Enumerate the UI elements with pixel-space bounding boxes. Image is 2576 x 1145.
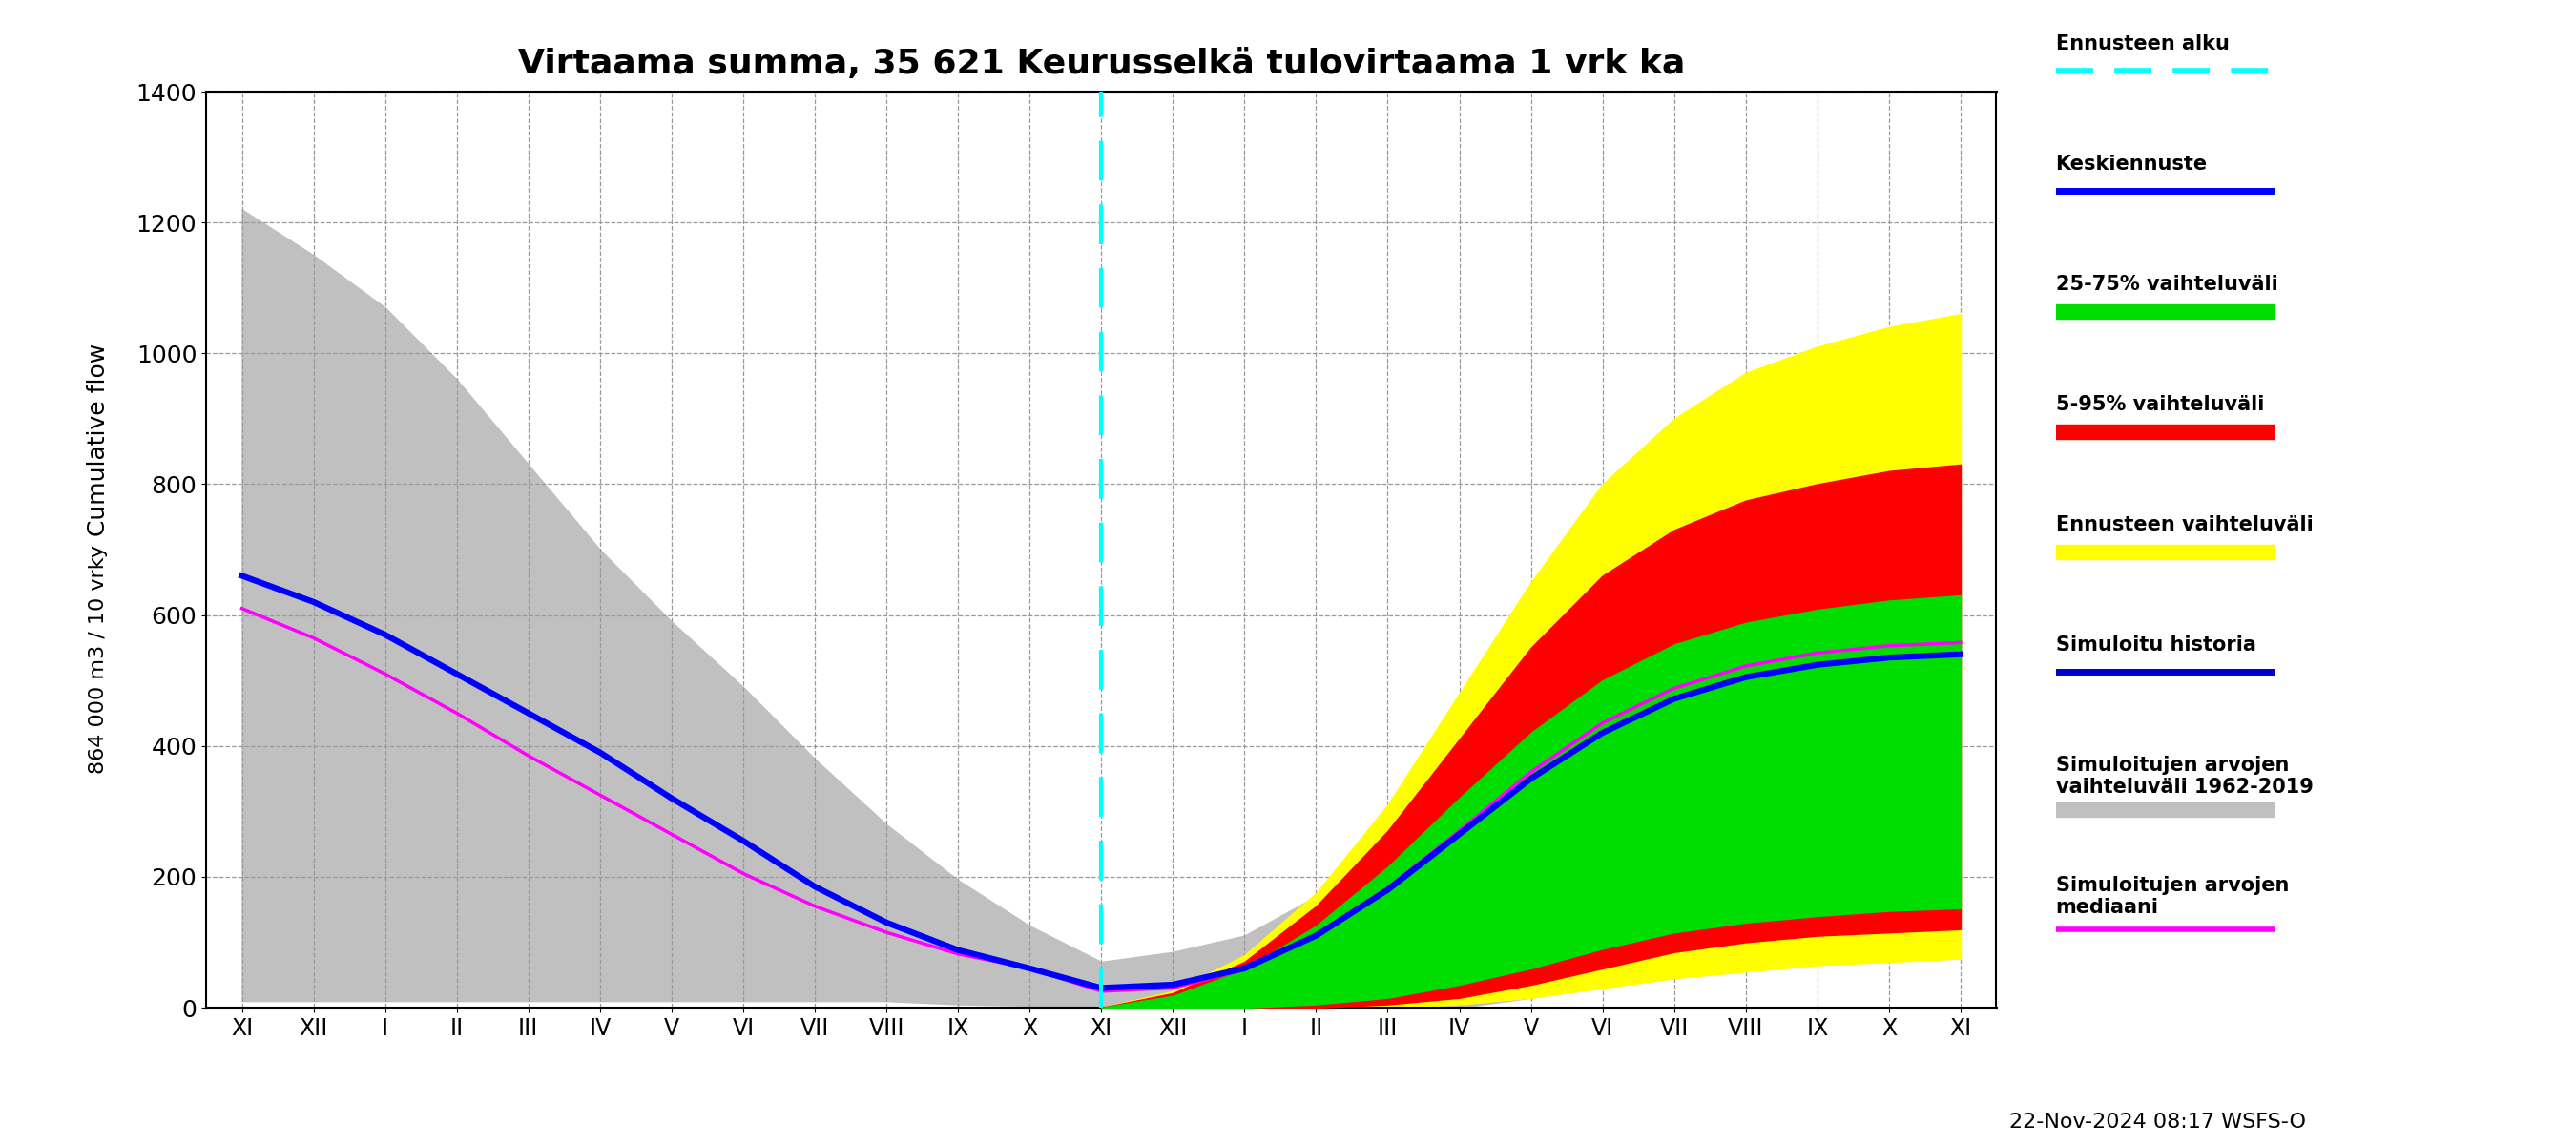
Text: Cumulative flow: Cumulative flow: [88, 344, 111, 536]
Text: 22-Nov-2024 08:17 WSFS-O: 22-Nov-2024 08:17 WSFS-O: [2009, 1113, 2306, 1131]
Title: Virtaama summa, 35 621 Keurusselkä tulovirtaama 1 vrk ka: Virtaama summa, 35 621 Keurusselkä tulov…: [518, 47, 1685, 80]
Text: Keskiennuste: Keskiennuste: [2056, 155, 2208, 174]
Text: 25-75% vaihteluväli: 25-75% vaihteluväli: [2056, 275, 2277, 294]
Text: Ennusteen vaihteluväli: Ennusteen vaihteluväli: [2056, 515, 2313, 535]
Text: Simuloitu historia: Simuloitu historia: [2056, 635, 2257, 655]
Text: Ennusteen alku: Ennusteen alku: [2056, 34, 2228, 54]
Text: 864 000 m3 / 10 vrky: 864 000 m3 / 10 vrky: [90, 545, 108, 774]
Text: Simuloitujen arvojen
mediaani: Simuloitujen arvojen mediaani: [2056, 876, 2290, 917]
Text: 5-95% vaihteluväli: 5-95% vaihteluväli: [2056, 395, 2264, 414]
Text: Simuloitujen arvojen
vaihteluväli 1962-2019: Simuloitujen arvojen vaihteluväli 1962-2…: [2056, 756, 2313, 797]
